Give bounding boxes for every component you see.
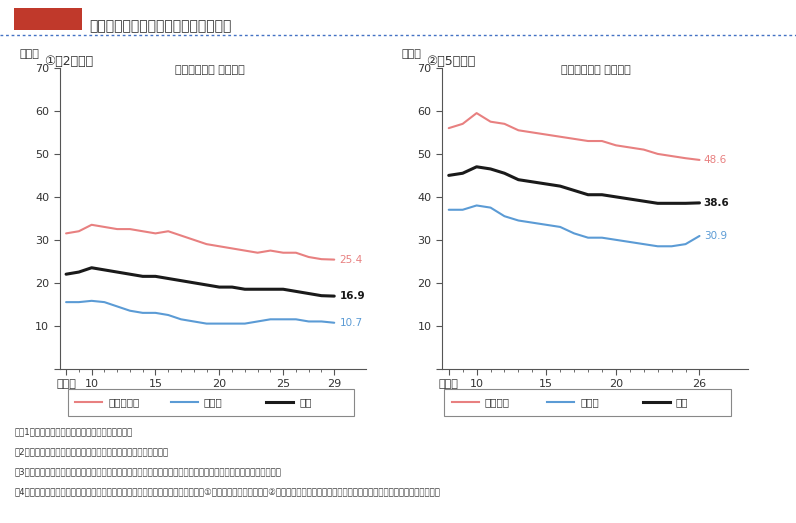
Text: 出所受刑者の出所事由別再入率の推移: 出所受刑者の出所事由別再入率の推移 bbox=[89, 19, 232, 33]
Text: 3　前刑出所後の犯罪により再入所した者で，かつ，前刑出所事由が満期釈放等又は仮釈放の者を計上している。: 3 前刑出所後の犯罪により再入所した者で，かつ，前刑出所事由が満期釈放等又は仮釈… bbox=[14, 467, 281, 476]
Text: ②　5年以内: ② 5年以内 bbox=[426, 55, 475, 68]
Text: 満期釈放等: 満期釈放等 bbox=[108, 397, 139, 407]
Text: （％）: （％） bbox=[20, 49, 40, 59]
Text: 総数: 総数 bbox=[299, 397, 312, 407]
Text: 4　「再入率」は，各年の出所受刑者の人員に占める，出所年を１年目として，①では２年目（翔年）の，②では５年目の，それぞれ年末までに再入所した者の人員の比率をいう: 4 「再入率」は，各年の出所受刑者の人員に占める，出所年を１年目として，①では２… bbox=[14, 487, 440, 496]
Text: 仮釈放: 仮釈放 bbox=[580, 397, 599, 407]
Text: （平成８年～ ２９年）: （平成８年～ ２９年） bbox=[175, 65, 245, 75]
Text: 25.4: 25.4 bbox=[339, 255, 363, 265]
Text: 48.6: 48.6 bbox=[704, 155, 727, 165]
Text: 30.9: 30.9 bbox=[704, 231, 727, 241]
Text: 注　1　法務省大臣官房司法法制部の資料による。: 注 1 法務省大臣官房司法法制部の資料による。 bbox=[14, 427, 133, 436]
Text: 仮釈放: 仮釈放 bbox=[204, 397, 223, 407]
Text: 5-2-3-9図: 5-2-3-9図 bbox=[19, 13, 77, 26]
Text: 満期釈放: 満期釈放 bbox=[485, 397, 510, 407]
Text: 10.7: 10.7 bbox=[339, 318, 362, 328]
Text: 38.6: 38.6 bbox=[704, 198, 729, 208]
Text: 総数: 総数 bbox=[676, 397, 689, 407]
Text: （％）: （％） bbox=[402, 49, 422, 59]
Text: ①　2年以内: ① 2年以内 bbox=[44, 55, 93, 68]
Text: 2　本図は，資料を入手し得た平成８年以降の数値で作成した。: 2 本図は，資料を入手し得た平成８年以降の数値で作成した。 bbox=[14, 447, 169, 456]
Text: （平成８年～ ２６年）: （平成８年～ ２６年） bbox=[561, 65, 631, 75]
Text: 16.9: 16.9 bbox=[339, 291, 365, 301]
